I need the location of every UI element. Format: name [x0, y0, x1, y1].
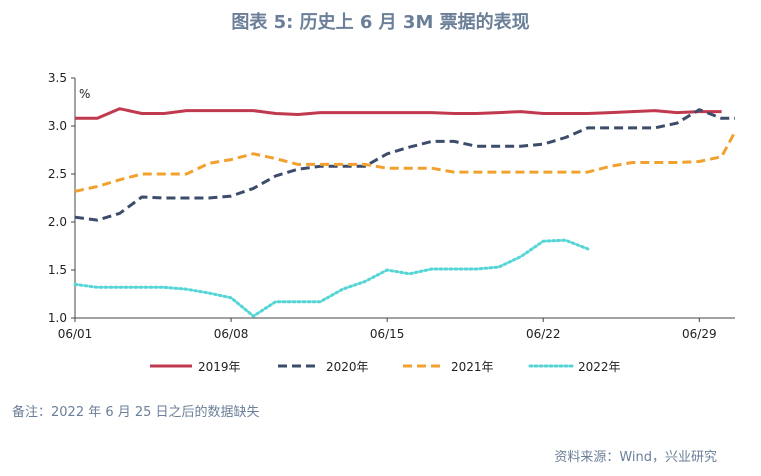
y-tick-label: 1.5: [48, 263, 67, 277]
series-line-2022年: [73, 238, 590, 318]
series-line-2019年: [75, 107, 722, 120]
chart-axes: 1.0 1.5 2.0 2.5 3.0 3.5% 06/01 06/08 06/15 06/22 0…: [48, 71, 735, 341]
chart-legend: 2019年 2020年 2021年 2022年: [150, 360, 621, 374]
chart-title: 图表 5: 历史上 6 月 3M 票据的表现: [231, 12, 530, 33]
x-tick-label: 06/08: [214, 327, 249, 341]
y-tick-label: 2.0: [48, 215, 67, 229]
x-tick-label: 06/29: [682, 327, 717, 341]
series-line-2021年: [74, 131, 737, 193]
legend-label: 2020年: [326, 360, 369, 374]
legend-label: 2022年: [578, 360, 621, 374]
series-line-2020年: [74, 108, 735, 222]
y-tick-label: 1.0: [48, 311, 67, 325]
y-tick-label: 3.5: [48, 71, 67, 85]
y-tick-label: 2.5: [48, 167, 67, 181]
footnote: 备注：2022 年 6 月 25 日之后的数据缺失: [12, 405, 260, 420]
y-axis-unit-label: %: [79, 87, 90, 101]
x-tick-label: 06/01: [58, 327, 93, 341]
x-tick-label: 06/22: [526, 327, 561, 341]
source-note: 资料来源：Wind，兴业研究: [554, 450, 717, 465]
series-layer: [73, 107, 737, 318]
legend-label: 2019年: [198, 360, 241, 374]
legend-label: 2021年: [451, 360, 494, 374]
y-tick-label: 3.0: [48, 119, 67, 133]
x-tick-label: 06/15: [370, 327, 405, 341]
